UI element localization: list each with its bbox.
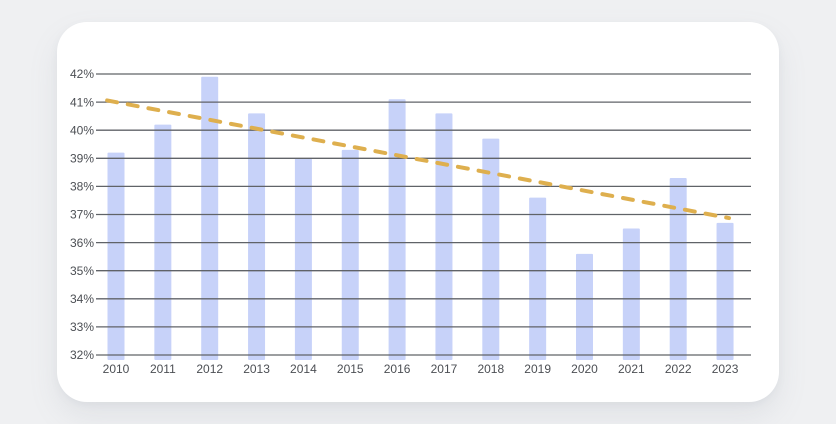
y-axis-tick-label: 32% xyxy=(70,348,94,362)
x-axis-tick-label-2022: 2022 xyxy=(665,362,692,376)
y-axis-tick-label: 40% xyxy=(70,123,94,137)
y-axis-tick-label: 34% xyxy=(70,292,94,306)
bar-2013 xyxy=(248,113,266,360)
bar-2020 xyxy=(576,253,593,360)
x-axis-tick-label-2015: 2015 xyxy=(337,362,364,376)
y-axis-tick-label: 39% xyxy=(70,152,94,166)
x-axis-tick-label-2020: 2020 xyxy=(571,362,598,376)
x-axis-tick-label-2013: 2013 xyxy=(243,362,270,376)
trend-line xyxy=(105,98,731,221)
bar-2021 xyxy=(622,228,640,360)
x-axis-tick-label-2019: 2019 xyxy=(524,362,551,376)
bar-2018 xyxy=(482,138,500,360)
y-axis-tick-label: 36% xyxy=(70,236,94,250)
bar-2016 xyxy=(388,99,406,360)
bar-2010 xyxy=(107,152,125,360)
x-axis-tick-label-2021: 2021 xyxy=(618,362,645,376)
x-axis-tick-label-2017: 2017 xyxy=(431,362,458,376)
bar-2023 xyxy=(716,222,734,360)
x-axis-tick-label-2012: 2012 xyxy=(196,362,223,376)
y-axis-tick-label: 41% xyxy=(70,95,94,109)
y-axis-tick-label: 37% xyxy=(70,208,94,222)
bar-2019 xyxy=(529,197,547,360)
y-axis-tick-label: 38% xyxy=(70,180,94,194)
y-axis-tick-label: 35% xyxy=(70,264,94,278)
bar-chart: 42% 41% 40% 39% 38% 37% 36% 35% 34% 33% 32% 2010 201… xyxy=(70,67,751,376)
bar-2014 xyxy=(294,158,312,360)
x-axis-tick-label-2023: 2023 xyxy=(712,362,739,376)
x-axis-tick-label-2018: 2018 xyxy=(477,362,504,376)
y-axis-tick-label: 33% xyxy=(70,320,94,334)
x-axis-tick-label-2016: 2016 xyxy=(384,362,411,376)
bar-2017 xyxy=(435,113,453,360)
bar-2012 xyxy=(201,76,219,360)
bar-2015 xyxy=(341,149,359,360)
bar-2022 xyxy=(669,177,687,360)
y-axis-tick-label: 42% xyxy=(70,67,94,81)
x-axis-tick-label-2014: 2014 xyxy=(290,362,317,376)
chart-card: 42% 41% 40% 39% 38% 37% 36% 35% 34% 33% 32% 2010 201… xyxy=(57,22,779,402)
x-axis-tick-label-2010: 2010 xyxy=(103,362,130,376)
x-axis-tick-label-2011: 2011 xyxy=(150,362,176,376)
